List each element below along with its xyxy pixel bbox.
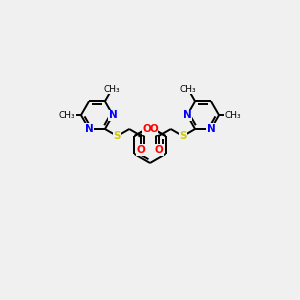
Text: N: N xyxy=(109,110,117,120)
Text: O: O xyxy=(154,145,163,155)
Text: O: O xyxy=(137,145,146,155)
Text: N: N xyxy=(85,124,93,134)
Text: CH₃: CH₃ xyxy=(59,111,75,120)
Text: S: S xyxy=(113,131,121,141)
Text: S: S xyxy=(179,131,187,141)
Text: O: O xyxy=(149,124,158,134)
Text: CH₃: CH₃ xyxy=(180,85,196,94)
Text: O: O xyxy=(142,124,151,134)
Text: N: N xyxy=(183,110,191,120)
Text: CH₃: CH₃ xyxy=(225,111,241,120)
Text: CH₃: CH₃ xyxy=(104,85,120,94)
Text: N: N xyxy=(207,124,215,134)
